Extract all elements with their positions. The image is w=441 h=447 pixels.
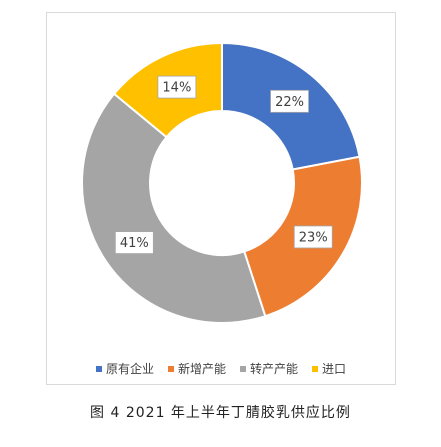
slice-label-2: 41% <box>114 231 154 254</box>
legend-label-2: 转产产能 <box>250 362 299 376</box>
slice-label-text-2: 41% <box>120 236 149 251</box>
legend-swatch-2 <box>240 365 246 372</box>
slice-label-1: 23% <box>293 225 333 249</box>
legend-item-3: 进口 <box>312 360 346 377</box>
slice-label-box-2 <box>114 231 154 254</box>
donut-chart: 22% 23% 41% 14% <box>81 41 363 324</box>
slice-label-text-1: 23% <box>299 230 328 245</box>
slice-label-text-0: 22% <box>275 95 304 110</box>
legend-label-3: 进口 <box>322 362 347 376</box>
slice-label-box-0 <box>270 89 309 113</box>
legend-label-1: 新增产能 <box>177 362 226 376</box>
donut-slice-2 <box>81 92 267 324</box>
legend-swatch-1 <box>167 365 174 372</box>
chart-legend: 原有企业 新增产能 转产产能 进口 <box>47 360 395 377</box>
slice-label-box-1 <box>293 225 333 249</box>
slice-label-box-3 <box>157 75 197 99</box>
slice-label-3: 14% <box>157 75 197 99</box>
chart-frame: 22% 23% 41% 14% 原有企业 新增产能 转产产能 进口 <box>46 12 396 385</box>
legend-item-0: 原有企业 <box>95 360 154 377</box>
slice-label-text-3: 14% <box>162 81 191 96</box>
legend-item-2: 转产产能 <box>240 360 298 377</box>
legend-swatch-0 <box>95 365 102 372</box>
legend-swatch-3 <box>312 365 319 372</box>
figure-caption: 图 4 2021 年上半年丁腈胶乳供应比例 <box>90 405 351 421</box>
legend-label-0: 原有企业 <box>105 362 154 376</box>
legend-item-1: 新增产能 <box>167 360 226 377</box>
slice-label-0: 22% <box>270 89 309 113</box>
